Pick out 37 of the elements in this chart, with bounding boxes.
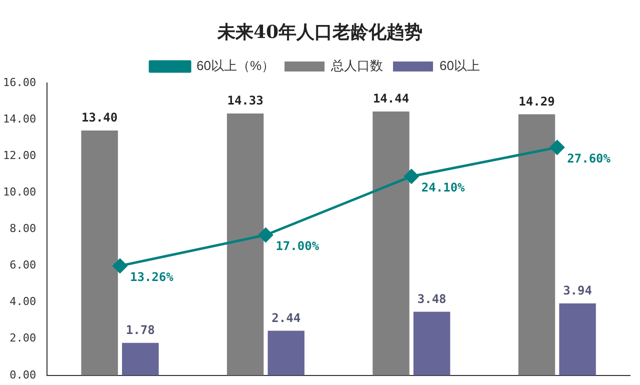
data-label: 14.29	[518, 94, 555, 108]
data-label: 3.48	[417, 292, 446, 306]
y-tick-label: 10.00	[2, 186, 36, 199]
bar	[122, 342, 159, 376]
data-label: 27.60%	[567, 152, 612, 166]
data-label: 17.00%	[276, 239, 320, 254]
y-tick-label: 12.00	[2, 148, 36, 162]
point	[258, 228, 273, 242]
data-label: 13.26%	[130, 270, 174, 284]
data-label: 14.33	[227, 94, 264, 108]
bar	[226, 114, 264, 376]
bar	[413, 312, 450, 376]
data-label: 2.44	[272, 310, 301, 325]
data-label: 13.40	[82, 110, 118, 125]
bar	[268, 330, 304, 376]
y-tick-label: 14.00	[2, 112, 36, 126]
point	[112, 258, 128, 274]
bar	[372, 112, 410, 376]
y-tick-label: 6.00	[10, 258, 36, 272]
point	[404, 169, 419, 184]
y-tick-label: 2.00	[10, 332, 36, 345]
legend-label: 60以上（%）	[196, 58, 275, 74]
data-label: 24.10%	[421, 180, 466, 194]
chart-title: 未来40年人口老龄化趋势	[216, 21, 424, 44]
bar	[518, 114, 556, 376]
y-tick-label: 8.00	[10, 222, 36, 236]
bar	[81, 130, 118, 376]
data-label: 14.44	[372, 92, 410, 106]
data-label: 1.78	[126, 322, 155, 337]
bar	[559, 303, 596, 376]
y-tick-label: 16.00	[2, 76, 36, 89]
legend-label: 60以上	[440, 58, 480, 74]
y-tick-label: 0.00	[10, 368, 36, 382]
point	[550, 140, 564, 155]
y-tick-label: 4.00	[10, 295, 36, 308]
legend-label: 总人口数	[330, 58, 384, 74]
data-label: 3.94	[563, 284, 592, 298]
